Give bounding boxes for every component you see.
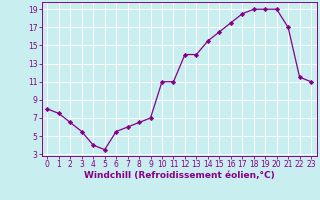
X-axis label: Windchill (Refroidissement éolien,°C): Windchill (Refroidissement éolien,°C) (84, 171, 275, 180)
